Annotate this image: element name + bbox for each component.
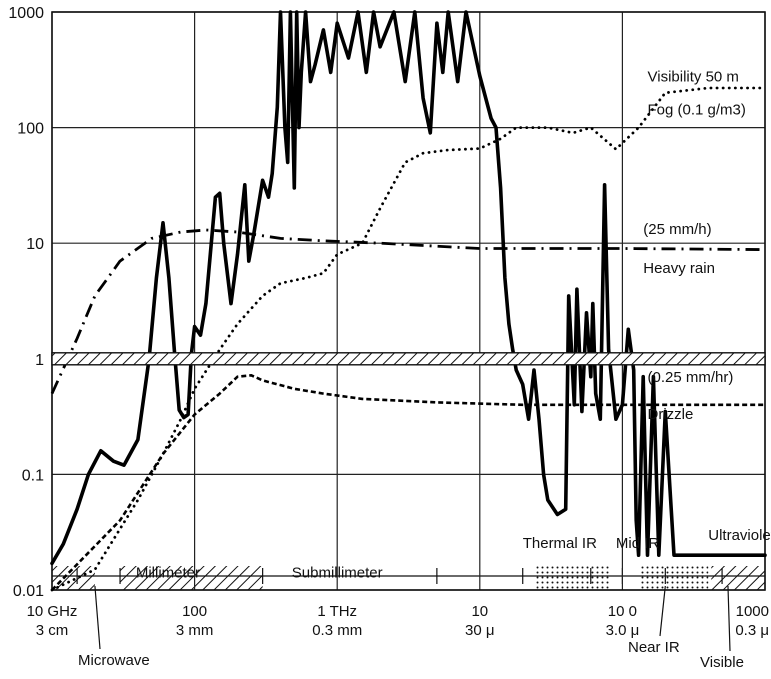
x-tick-sublabel: 30 μ xyxy=(465,622,495,639)
y-tick-label: 10 xyxy=(26,236,44,253)
x-tick-label: 100 xyxy=(182,603,207,620)
band-visible xyxy=(711,566,765,590)
annotation-label: (0.25 mm/hr) xyxy=(648,369,734,386)
below-axis-label: Visible xyxy=(700,654,744,671)
axis-break-layer xyxy=(51,352,766,366)
below-axis-label: Microwave xyxy=(78,652,150,669)
x-tick-sublabel: 3 cm xyxy=(36,622,69,639)
series-line-dotted xyxy=(50,86,767,592)
series-layer xyxy=(50,10,767,592)
x-tick-sublabel: 0.3 μ xyxy=(735,622,769,639)
x-tick-sublabel: 3.0 μ xyxy=(606,622,640,639)
x-tick-label: 10 0 xyxy=(608,603,637,620)
series-line-solid xyxy=(50,10,767,566)
y-tick-label: 1000 xyxy=(8,5,44,22)
leader-line xyxy=(659,585,666,637)
annotation-label: Heavy rain xyxy=(643,260,715,277)
x-tick-label: 10 GHz xyxy=(27,603,78,620)
y-tick-label: 100 xyxy=(17,121,44,138)
axis-break-band xyxy=(51,352,766,366)
band-microwave xyxy=(52,566,95,590)
annotation-label: Thermal IR xyxy=(523,535,597,552)
annotation-label: Fog (0.1 g/m3) xyxy=(648,101,746,118)
annotation-label: Submillimeter xyxy=(292,565,383,582)
annotation-label: Millimeter xyxy=(136,565,200,582)
annotation-label: Drizzle xyxy=(648,406,694,423)
band-thermal-ir xyxy=(536,566,609,590)
annotation-label: Visibility 50 m xyxy=(648,69,739,86)
annotation-label: Ultraviolet xyxy=(708,527,771,544)
x-tick-label: 10 xyxy=(471,603,488,620)
annotation-label: Mid IR xyxy=(616,535,660,552)
series-line-dashed xyxy=(51,374,765,591)
annotation-label: (25 mm/h) xyxy=(643,221,711,238)
below-axis-label: Near IR xyxy=(628,639,680,656)
y-tick-label: 0.01 xyxy=(13,583,44,600)
x-tick-label: 1 THz xyxy=(317,603,357,620)
x-tick-sublabel: 0.3 mm xyxy=(312,622,362,639)
y-tick-label: 0.1 xyxy=(22,467,44,484)
text-layer: 1000 100 10 1 0.1 0.01 10 GHz 3 cm 100 3 mm 1 THz 0… xyxy=(8,5,771,671)
x-tick-label: 1000 xyxy=(736,603,769,620)
leader-line xyxy=(94,585,101,650)
x-tick-sublabel: 3 mm xyxy=(176,622,214,639)
band-near-ir xyxy=(638,566,709,590)
band-millimeter xyxy=(120,566,263,590)
series-line-dashdot xyxy=(50,228,766,395)
leader-line xyxy=(727,585,731,652)
y-tick-label: 1 xyxy=(35,352,44,369)
plot-frame xyxy=(51,11,766,591)
